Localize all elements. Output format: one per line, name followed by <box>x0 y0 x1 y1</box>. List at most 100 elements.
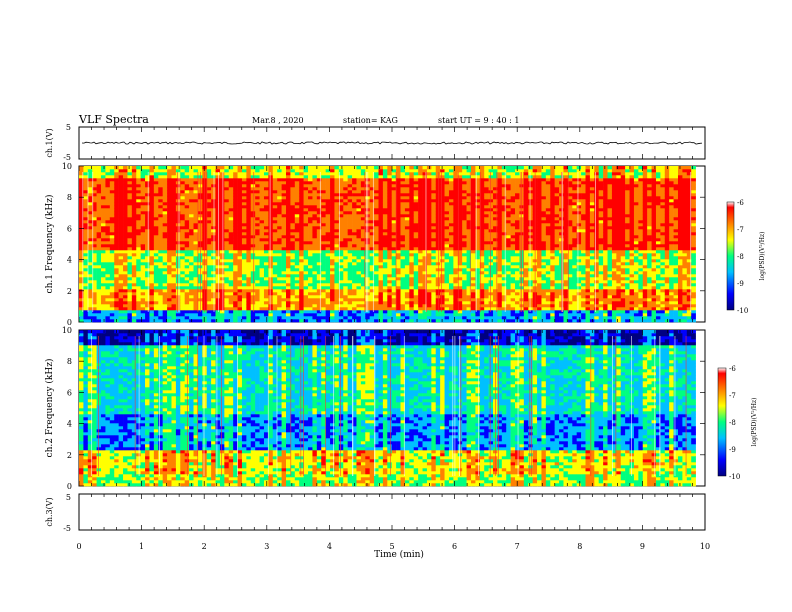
spectrogram-cell <box>83 178 89 182</box>
spectrogram-cell <box>162 286 168 290</box>
spectrogram-cell <box>479 229 485 233</box>
spectrogram-cell <box>404 235 410 239</box>
spectrogram-cell <box>92 226 97 230</box>
spectrogram-cell <box>396 286 401 290</box>
spectrogram-cell <box>127 319 133 323</box>
spectrogram-cell <box>418 262 423 266</box>
spectrogram-cell <box>457 232 463 236</box>
spectrogram-cell <box>101 280 106 284</box>
spectrogram-cell <box>470 184 476 188</box>
spectrogram-cell <box>241 178 247 182</box>
spectrogram-cell <box>281 280 287 284</box>
spectrogram-cell <box>167 271 172 275</box>
spectrogram-cell <box>250 205 256 209</box>
spectrogram-cell <box>453 295 459 299</box>
spectrogram-cell <box>387 169 392 173</box>
spectrogram-cell <box>206 310 212 314</box>
spectrogram-cell <box>391 193 397 197</box>
spectrogram-cell <box>457 181 463 185</box>
spectrogram-cell <box>140 169 146 173</box>
spectrogram-cell <box>263 223 269 227</box>
spectrogram-cell <box>488 274 494 278</box>
spectrogram-cell <box>440 193 445 197</box>
spectrogram-cell <box>325 193 331 197</box>
spectrogram-cell <box>180 271 185 275</box>
spectrogram-cell <box>391 208 397 212</box>
spectrogram-cell <box>228 178 234 182</box>
spectrogram-cell <box>215 202 221 206</box>
spectrogram-cell <box>87 307 93 311</box>
spectrogram-cell <box>268 289 274 293</box>
spectrogram-cell <box>114 280 119 284</box>
spectrogram-cell <box>123 244 128 248</box>
spectrogram-cell <box>470 313 476 317</box>
spectrogram-cell <box>162 262 168 266</box>
spectrogram-cell <box>233 250 238 254</box>
spectrogram-cell <box>453 262 459 266</box>
spectrogram-cell <box>149 232 155 236</box>
spectrogram-cell <box>277 211 282 215</box>
spectrogram-cell <box>400 235 406 239</box>
spectrogram-cell <box>167 229 172 233</box>
spectrogram-cell <box>127 310 133 314</box>
spectrogram-cell <box>484 259 489 263</box>
spectrogram-cell <box>215 169 221 173</box>
spectrogram-cell <box>215 214 221 218</box>
spectrogram-cell <box>206 253 212 257</box>
spectrogram-cell <box>180 172 185 176</box>
spectrogram-cell <box>153 286 159 290</box>
spectrogram-cell <box>453 181 459 185</box>
spectrogram-cell <box>418 295 423 299</box>
spectrogram-cell <box>92 166 97 170</box>
spectrogram-cell <box>180 175 185 179</box>
spectrogram-cell <box>462 175 467 179</box>
spectrogram-cell <box>391 190 397 194</box>
spectrogram-cell <box>396 274 401 278</box>
spectrogram-cell <box>413 217 419 221</box>
spectrogram-cell <box>145 211 150 215</box>
spectrogram-cell <box>211 208 216 212</box>
spectrogram-cell <box>145 283 150 287</box>
spectrogram-cell <box>303 190 309 194</box>
spectrogram-cell <box>382 271 388 275</box>
spectrogram-cell <box>96 286 102 290</box>
spectrogram-cell <box>277 271 282 275</box>
spectrogram-cell <box>290 238 296 242</box>
spectrogram-cell <box>145 292 150 296</box>
spectrogram-cell <box>352 247 357 251</box>
spectrogram-cell <box>484 214 489 218</box>
spectrogram-cell <box>118 286 124 290</box>
spectrogram-cell <box>294 256 300 260</box>
spectrogram-cell <box>422 190 428 194</box>
spectrogram-cell <box>453 166 459 170</box>
spectrogram-cell <box>400 271 406 275</box>
spectrogram-cell <box>453 259 459 263</box>
spectrogram-cell <box>479 181 485 185</box>
spectrogram-cell <box>391 268 397 272</box>
spectrogram-cell <box>241 223 247 227</box>
spectrogram-cell <box>162 310 168 314</box>
spectrogram-cell <box>136 241 141 245</box>
spectrogram-cell <box>418 277 423 281</box>
spectrogram-cell <box>241 268 247 272</box>
spectrogram-cell <box>356 175 362 179</box>
spectrogram-cell <box>211 241 216 245</box>
spectrogram-cell <box>422 166 428 170</box>
spectrogram-cell <box>87 292 93 296</box>
spectrogram-cell <box>87 277 93 281</box>
spectrogram-cell <box>189 310 194 314</box>
spectrogram-cell <box>158 271 163 275</box>
spectrogram-cell <box>462 286 467 290</box>
spectrogram-cell <box>171 172 177 176</box>
spectrogram-cell <box>202 169 208 173</box>
spectrogram-cell <box>109 253 115 257</box>
spectrogram-cell <box>334 229 340 233</box>
spectrogram-cell <box>153 220 159 224</box>
ch1-waveform-line <box>81 141 703 145</box>
spectrogram-cell <box>241 217 247 221</box>
spectrogram-cell <box>334 214 340 218</box>
spectrogram-cell <box>123 265 128 269</box>
spectrogram-cell <box>435 283 441 287</box>
spectrogram-cell <box>343 235 348 239</box>
spectrogram-cell <box>462 319 467 323</box>
